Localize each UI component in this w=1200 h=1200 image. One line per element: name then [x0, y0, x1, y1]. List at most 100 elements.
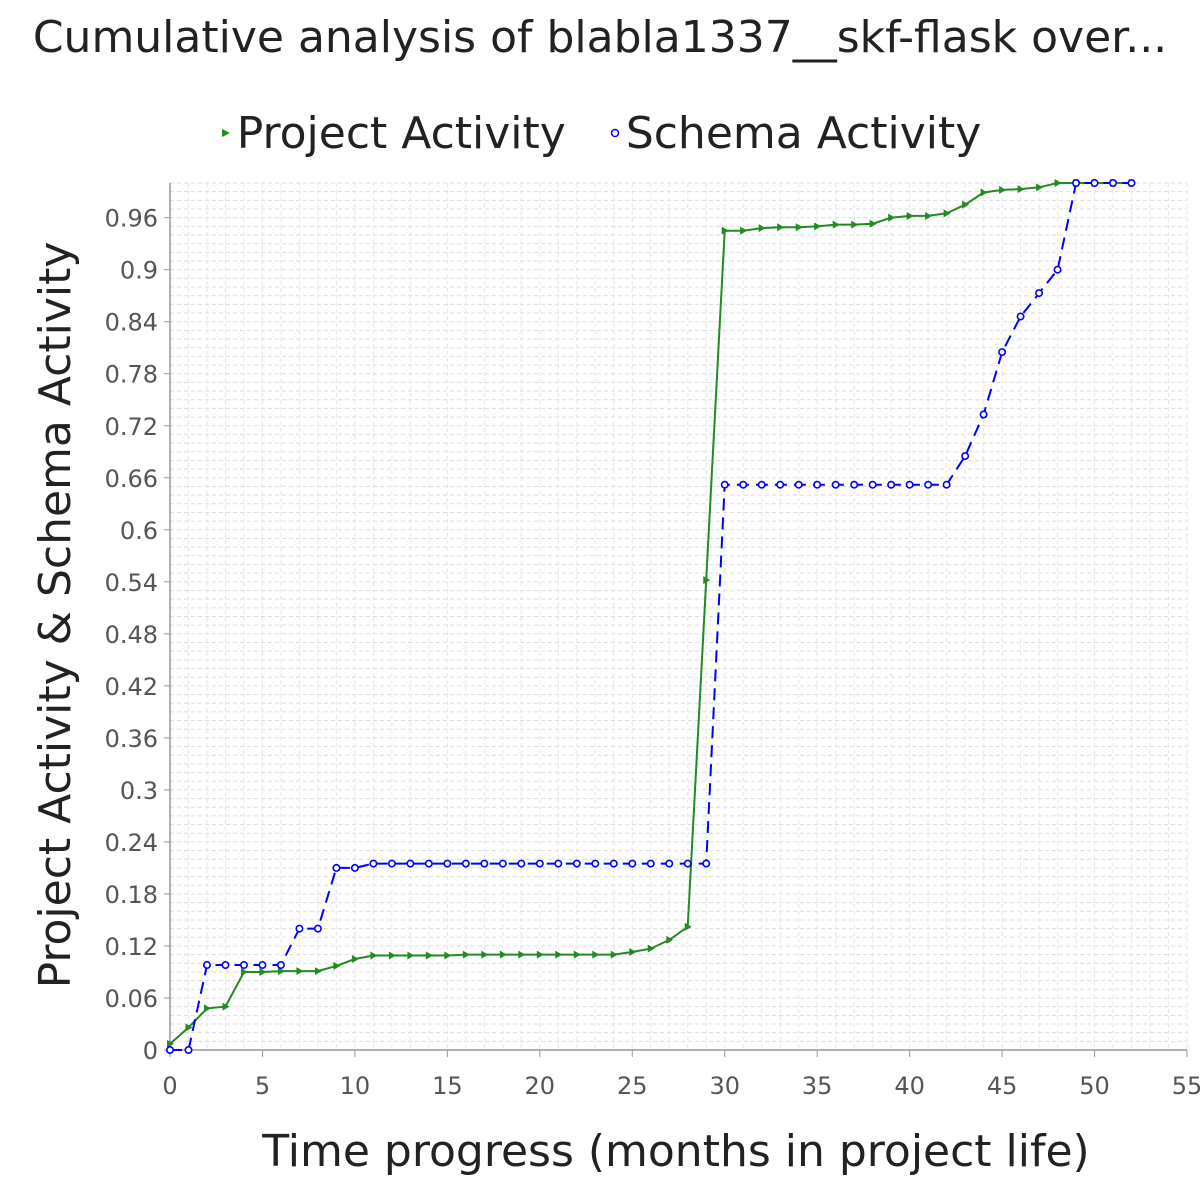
- series-layer: [166, 179, 1136, 1055]
- data-point: [369, 859, 378, 868]
- x-tick-label: 20: [525, 1072, 556, 1100]
- data-point: [610, 950, 618, 959]
- data-point: [702, 859, 711, 868]
- triangle-right-icon: [221, 129, 230, 137]
- data-point: [888, 213, 896, 222]
- data-point: [887, 480, 896, 489]
- data-point: [461, 859, 470, 868]
- x-tick-label: 35: [802, 1072, 833, 1100]
- data-point: [240, 967, 248, 976]
- legend-item-project-activity[interactable]: Project Activity: [219, 108, 566, 159]
- y-tick-label: 0.3: [120, 777, 158, 805]
- y-tick-label: 0.42: [105, 673, 158, 701]
- data-point: [554, 859, 563, 868]
- y-tick-label: 0.36: [105, 725, 158, 753]
- data-point: [591, 859, 600, 868]
- data-point: [424, 859, 433, 868]
- data-point: [1090, 179, 1099, 188]
- data-point: [647, 944, 655, 953]
- circle-marker-icon: [610, 128, 620, 138]
- data-point: [499, 950, 507, 959]
- data-point: [851, 220, 859, 229]
- data-point: [573, 950, 581, 959]
- data-point: [628, 859, 637, 868]
- data-point: [1017, 185, 1025, 194]
- data-point: [999, 185, 1007, 194]
- data-point: [1016, 312, 1025, 321]
- data-point: [370, 951, 378, 960]
- data-point: [609, 859, 618, 868]
- data-point: [1072, 179, 1081, 188]
- data-point: [167, 1039, 174, 1048]
- data-point: [924, 480, 933, 489]
- data-point: [443, 859, 452, 868]
- data-point: [351, 954, 359, 963]
- y-axis-title: Project Activity & Schema Activity: [30, 242, 81, 989]
- legend-label-schema-activity: Schema Activity: [625, 107, 982, 159]
- data-point: [777, 223, 785, 232]
- data-point: [221, 961, 230, 970]
- data-point: [444, 951, 452, 960]
- data-point: [794, 480, 803, 489]
- data-point: [665, 859, 674, 868]
- data-point: [295, 924, 304, 933]
- data-point: [703, 576, 711, 585]
- y-tick-label: 0.24: [105, 829, 158, 857]
- x-tick-label: 30: [709, 1072, 740, 1100]
- x-axis-title: Time progress (months in project life): [261, 1126, 1089, 1177]
- data-point: [942, 480, 951, 489]
- data-point: [979, 410, 988, 419]
- x-tick-label: 0: [162, 1072, 177, 1100]
- data-point: [868, 480, 877, 489]
- data-point: [480, 859, 489, 868]
- data-point: [1109, 179, 1118, 188]
- data-point: [1054, 179, 1062, 187]
- data-point: [276, 961, 285, 970]
- data-point: [943, 209, 951, 218]
- series-schema-activity: [166, 179, 1136, 1055]
- data-point: [332, 863, 341, 872]
- legend: Project Activity Schema Activity: [0, 100, 1200, 159]
- data-point: [925, 211, 933, 220]
- x-tick-label: 25: [617, 1072, 648, 1100]
- y-tick-label: 0.6: [120, 517, 158, 545]
- data-point: [406, 859, 415, 868]
- data-point: [666, 935, 674, 944]
- x-tick-label: 5: [255, 1072, 270, 1100]
- data-point: [425, 951, 433, 960]
- data-point: [1053, 265, 1062, 274]
- y-tick-label: 0.06: [105, 985, 158, 1013]
- x-tick-label: 55: [1172, 1072, 1200, 1100]
- y-tick-label: 0.96: [105, 205, 158, 233]
- grid: [169, 182, 1188, 1051]
- data-point: [906, 211, 914, 220]
- y-tick-label: 0.78: [105, 361, 158, 389]
- data-point: [814, 222, 822, 231]
- data-point: [683, 859, 692, 868]
- data-point: [572, 859, 581, 868]
- data-point: [203, 1004, 211, 1013]
- data-point: [518, 950, 526, 959]
- y-tick-label: 0.12: [105, 933, 158, 961]
- data-point: [831, 480, 840, 489]
- data-point: [387, 859, 396, 868]
- y-tick-label: 0: [143, 1037, 158, 1065]
- data-point: [629, 948, 637, 957]
- data-point: [740, 226, 748, 235]
- data-point: [166, 1046, 175, 1055]
- data-point: [1127, 179, 1136, 188]
- data-point: [555, 950, 563, 959]
- series-project-activity: [167, 179, 1136, 1048]
- tick-labels: 0 0.06 0.12 0.18 0.24 0.3 0.36 0.42 0.48 0.54 0.6 0…: [105, 205, 1200, 1100]
- y-tick-label: 0.18: [105, 881, 158, 909]
- legend-item-schema-activity[interactable]: Schema Activity: [608, 108, 981, 159]
- x-tick-label: 40: [894, 1072, 925, 1100]
- data-point: [776, 480, 785, 489]
- data-point: [296, 967, 304, 976]
- data-point: [350, 863, 359, 872]
- data-point: [388, 951, 396, 960]
- data-point: [850, 480, 859, 489]
- data-point: [1036, 183, 1044, 192]
- data-point: [498, 859, 507, 868]
- data-point: [202, 961, 211, 970]
